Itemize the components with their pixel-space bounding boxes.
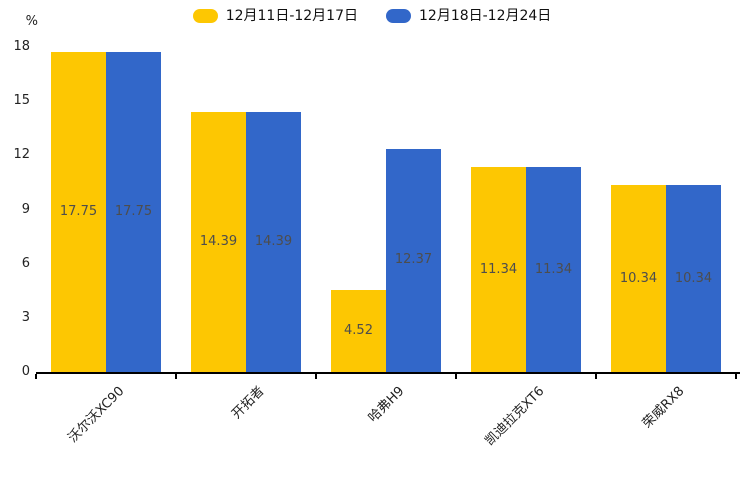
bar-value-label: 11.34 [479, 261, 518, 277]
x-category-label: 荣威RX8 [639, 383, 688, 432]
bar-value-label: 12.37 [394, 252, 433, 268]
bar-series1: 17.75 [51, 51, 106, 372]
x-category-label: 凯迪拉克XT6 [482, 383, 548, 449]
y-tick-label: 18 [13, 39, 30, 54]
bar-value-label: 11.34 [534, 261, 573, 277]
bar-value-label: 17.75 [114, 203, 153, 219]
y-tick-label: 0 [21, 364, 30, 379]
bar-series2: 10.34 [666, 185, 721, 372]
x-axis-tick [175, 374, 177, 379]
y-tick-label: 3 [21, 309, 30, 325]
bar-value-label: 10.34 [619, 270, 658, 286]
legend-item-week1: 12月11日-12月17日 [192, 7, 358, 25]
x-axis-tick [735, 374, 737, 379]
bar-series1: 14.39 [191, 112, 246, 372]
legend-label-week1: 12月11日-12月17日 [225, 8, 358, 24]
bar-value-label: 4.52 [344, 323, 373, 339]
y-tick-label: 12 [13, 147, 30, 163]
bar-series1: 10.34 [611, 185, 666, 372]
bar-series1: 11.34 [471, 167, 526, 372]
bar-series2: 14.39 [246, 112, 301, 372]
y-tick-label: 9 [21, 201, 30, 217]
bar-series1: 4.52 [331, 290, 386, 372]
legend: 12月11日-12月17日 12月18日-12月24日 [0, 7, 744, 25]
bar-value-label: 10.34 [674, 270, 713, 286]
x-axis-tick [455, 374, 457, 379]
x-axis-tick [35, 374, 37, 379]
x-axis-tick [315, 374, 317, 379]
x-category-label: 开拓者 [229, 383, 268, 423]
x-category-label: 沃尔沃XC90 [65, 383, 128, 446]
y-axis-unit-label: % [25, 14, 38, 29]
bar-series2: 17.75 [106, 51, 161, 372]
bar-series2: 11.34 [526, 167, 581, 372]
x-axis-tick [595, 374, 597, 379]
y-tick-label: 15 [13, 93, 30, 109]
x-axis-line [36, 372, 740, 374]
bar-value-label: 14.39 [254, 234, 293, 250]
bar-series2: 12.37 [386, 148, 441, 372]
x-category-label: 哈弗H9 [365, 383, 408, 426]
legend-swatch-week1-icon [192, 9, 218, 23]
legend-label-week2: 12月18日-12月24日 [419, 8, 552, 24]
y-tick-label: 6 [21, 255, 30, 271]
legend-item-week2: 12月18日-12月24日 [386, 7, 551, 25]
bar-value-label: 14.39 [199, 234, 238, 250]
bar-value-label: 17.75 [59, 203, 98, 219]
legend-swatch-week2-icon [386, 9, 411, 23]
